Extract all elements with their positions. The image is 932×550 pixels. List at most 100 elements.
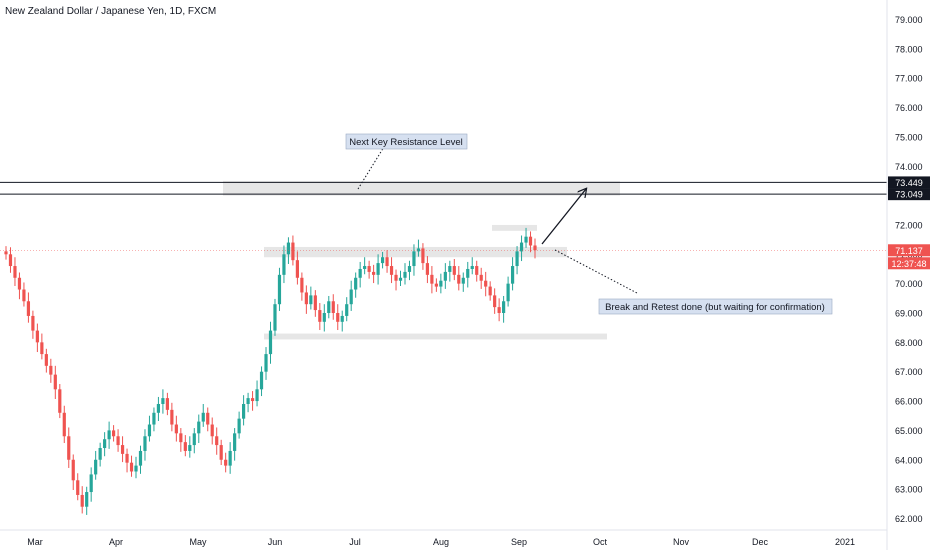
- candle-body: [448, 266, 452, 272]
- candle-body: [354, 277, 358, 290]
- candle-body: [412, 251, 416, 267]
- price-zone: [223, 180, 620, 196]
- candle-body: [407, 266, 412, 272]
- candle-body: [336, 313, 340, 322]
- y-tick-label: 67.000: [895, 367, 923, 377]
- candle-body: [71, 459, 75, 481]
- candle-body: [273, 304, 277, 331]
- candle-body: [416, 248, 421, 252]
- candle-body: [125, 453, 129, 463]
- x-tick-label: Apr: [109, 537, 123, 547]
- candle-body: [380, 257, 385, 264]
- candle-body: [443, 271, 447, 281]
- candle-body: [425, 263, 430, 275]
- candle-body: [44, 354, 48, 366]
- candle-body: [224, 459, 228, 466]
- candle-body: [165, 398, 169, 410]
- retest-pointer-line: [554, 249, 638, 294]
- candle-body: [89, 474, 93, 493]
- candle-body: [502, 301, 506, 313]
- y-tick-label: 68.000: [895, 338, 923, 348]
- candle-body: [192, 433, 196, 446]
- candle-body: [434, 283, 438, 287]
- y-tick-label: 65.000: [895, 426, 923, 436]
- candle-body: [510, 266, 515, 284]
- candle-body: [62, 412, 66, 437]
- candle-body: [215, 436, 219, 446]
- y-tick-label: 79.000: [895, 15, 923, 25]
- candle-body: [376, 263, 380, 275]
- y-tick-label: 72.000: [895, 220, 923, 230]
- x-tick-label: Jun: [268, 537, 283, 547]
- y-tick-label: 69.000: [895, 309, 923, 319]
- candle-body: [533, 245, 537, 251]
- candle-body: [367, 266, 371, 272]
- candle-body: [67, 436, 71, 460]
- candle-body: [318, 310, 322, 322]
- y-tick-label: 74.000: [895, 162, 923, 172]
- candle-body: [291, 242, 295, 261]
- y-tick-label: 75.000: [895, 132, 923, 142]
- candle-body: [300, 277, 304, 293]
- x-tick-label: May: [189, 537, 207, 547]
- candle-body: [268, 330, 273, 355]
- candle-body: [358, 268, 362, 278]
- price-zone: [492, 224, 537, 231]
- y-tick-label: 63.000: [895, 485, 923, 495]
- candle-body: [528, 236, 533, 246]
- candle-body: [282, 254, 286, 275]
- candle-body: [174, 424, 178, 434]
- candle-body: [457, 274, 461, 284]
- candle-body: [152, 412, 156, 425]
- candle-body: [138, 450, 143, 466]
- candle-body: [129, 462, 134, 472]
- candle-body: [461, 277, 465, 284]
- candle-body: [484, 280, 488, 287]
- resistance-pointer-line: [357, 141, 388, 190]
- candle-body: [372, 271, 376, 275]
- x-tick-label: Jul: [349, 537, 361, 547]
- candle-body: [35, 330, 39, 343]
- candle-body: [116, 436, 120, 446]
- candle-body: [250, 398, 255, 402]
- y-tick-label: 78.000: [895, 44, 923, 54]
- level-price-tag-bg: [888, 188, 930, 201]
- countdown-tag-bg: [888, 257, 930, 270]
- candle-body: [120, 445, 125, 454]
- candle-body: [398, 277, 403, 281]
- candle-body: [349, 289, 353, 305]
- candle-body: [309, 295, 313, 305]
- candle-body: [466, 268, 470, 278]
- candle-body: [134, 465, 138, 472]
- candle-body: [385, 257, 389, 267]
- current-price-tag-bg: [888, 244, 930, 257]
- candle-body: [94, 459, 98, 475]
- y-tick-label: 70.000: [895, 279, 923, 289]
- candle-body: [4, 251, 8, 255]
- candle-body: [53, 374, 57, 390]
- candle-body: [255, 389, 259, 402]
- candle-body: [58, 389, 62, 413]
- candle-body: [452, 266, 456, 275]
- y-tick-label: 76.000: [895, 103, 923, 113]
- candle-body: [394, 274, 398, 281]
- candle-body: [242, 403, 246, 419]
- candle-body: [143, 436, 147, 451]
- candle-body: [98, 448, 102, 460]
- candle-body: [219, 445, 223, 460]
- candle-body: [22, 289, 26, 302]
- candle-body: [259, 371, 264, 390]
- x-tick-label: 2021: [835, 537, 855, 547]
- candle-body: [31, 315, 35, 331]
- candle-body: [49, 365, 53, 375]
- y-tick-label: 66.000: [895, 397, 923, 407]
- candle-body: [313, 295, 317, 311]
- candle-body: [524, 236, 528, 243]
- y-tick-label: 62.000: [895, 514, 923, 524]
- candle-body: [470, 266, 474, 269]
- candle-body: [488, 286, 492, 296]
- candle-body: [331, 301, 335, 313]
- candle-body: [363, 266, 367, 269]
- candle-body: [206, 412, 210, 425]
